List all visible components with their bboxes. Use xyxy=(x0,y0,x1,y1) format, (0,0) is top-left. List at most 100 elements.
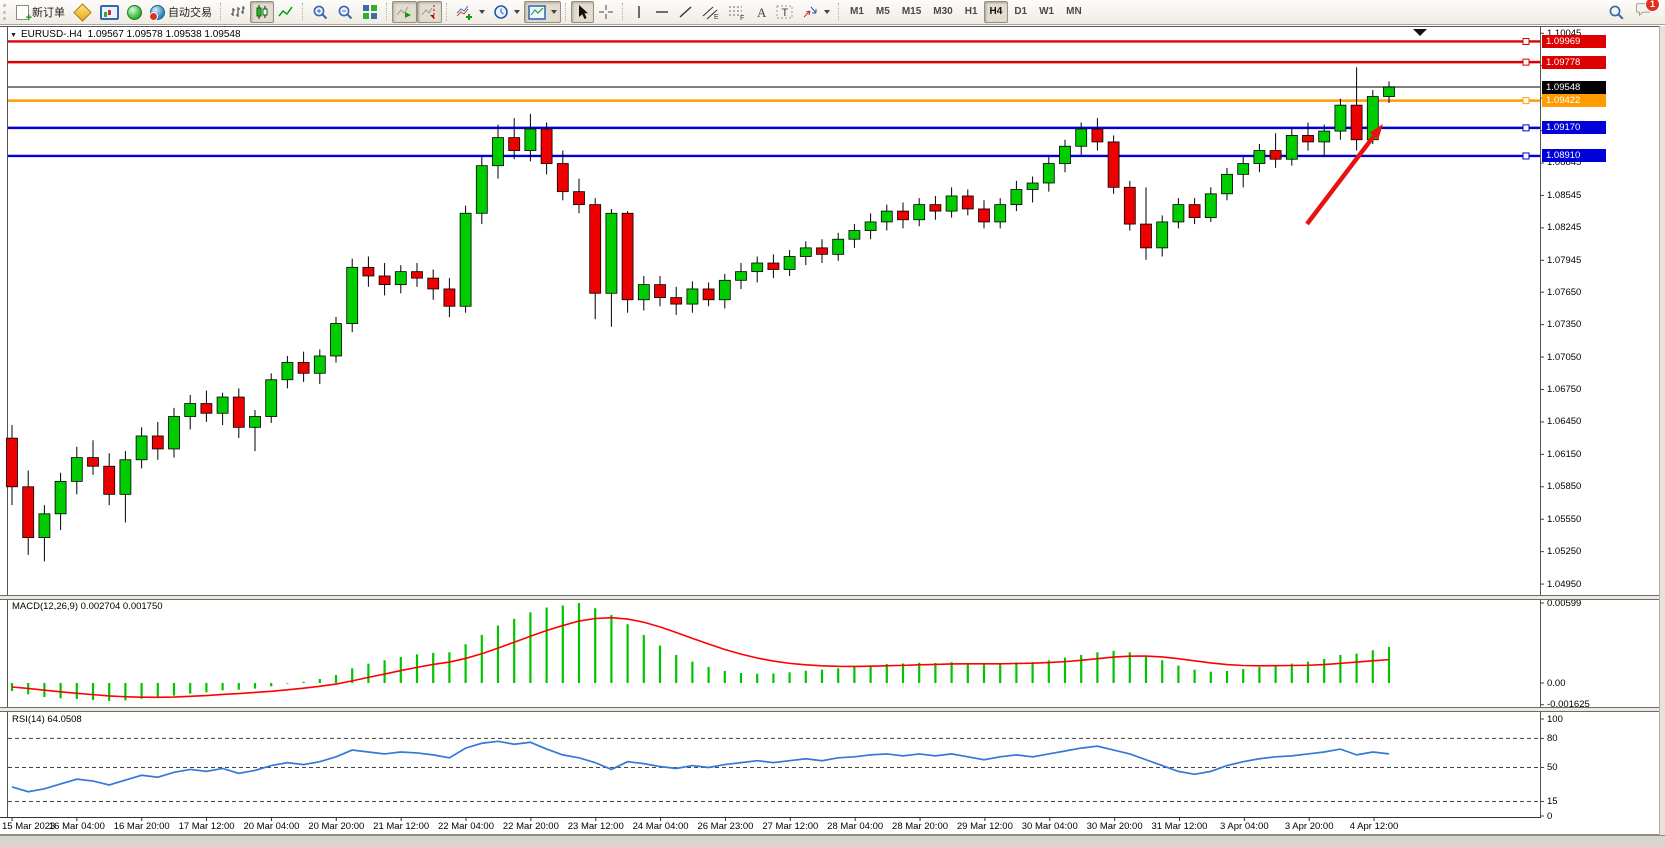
timeframe-d1-button[interactable]: D1 xyxy=(1014,6,1028,17)
text-label-icon: T xyxy=(776,5,793,19)
auto-trading-button[interactable]: 自动交易 xyxy=(146,1,216,23)
rsi-value: 64.0508 xyxy=(47,714,82,725)
auto-scroll-icon xyxy=(396,6,411,18)
auto-trading-label: 自动交易 xyxy=(168,7,212,19)
timeframe-mn-button[interactable]: MN xyxy=(1066,6,1082,17)
text-icon: A xyxy=(757,5,767,20)
macd-pane-header: MACD(12,26,9) 0.002704 0.001750 xyxy=(12,601,163,612)
periods-button[interactable] xyxy=(489,1,524,23)
toolbar-separator xyxy=(302,3,304,21)
chart-shift-icon xyxy=(421,5,435,19)
zoom-in-button[interactable] xyxy=(308,1,333,23)
diamond-icon xyxy=(73,2,92,22)
one-click-trading-toggle-icon[interactable]: ▼ xyxy=(10,32,17,39)
clock-icon xyxy=(494,5,508,19)
trendline-icon xyxy=(679,6,692,18)
timeframe-m30-button[interactable]: M30 xyxy=(933,6,953,17)
charts-button[interactable] xyxy=(96,1,123,23)
svg-text:E: E xyxy=(714,14,719,20)
zoom-out-icon xyxy=(338,5,353,19)
dropdown-caret-icon xyxy=(479,10,485,14)
vertical-line-icon xyxy=(638,6,640,18)
market-watch-button[interactable] xyxy=(69,1,96,23)
window-right-edge xyxy=(1659,26,1665,835)
dropdown-caret-icon xyxy=(551,10,557,14)
toolbar-separator xyxy=(838,3,840,21)
chart-symbol-label: EURUSD-.H4 xyxy=(20,29,83,40)
macd-label: MACD(12,26,9) xyxy=(12,601,78,612)
auto-scroll-button[interactable] xyxy=(392,1,417,23)
timeframe-m15-button[interactable]: M15 xyxy=(901,6,922,17)
chart-ohlc-values: 1.09567 1.09578 1.09538 1.09548 xyxy=(87,29,241,40)
toolbar-separator xyxy=(622,3,624,21)
text-tool-button[interactable]: A xyxy=(750,1,772,23)
candlestick-chart-icon xyxy=(256,5,268,19)
trendline-tool-button[interactable] xyxy=(674,1,698,23)
text-label-tool-button[interactable]: T xyxy=(772,1,798,23)
toolbar-separator xyxy=(446,3,448,21)
search-icon[interactable] xyxy=(1608,4,1625,21)
zoom-in-icon xyxy=(313,5,328,19)
dropdown-caret-icon xyxy=(514,10,520,14)
timeframe-w1-button[interactable]: W1 xyxy=(1039,6,1055,17)
horizontal-line-icon xyxy=(656,11,668,13)
chart-canvas[interactable] xyxy=(0,26,1665,834)
fibonacci-tool-button[interactable]: F xyxy=(724,1,750,23)
bar-chart-button[interactable] xyxy=(226,1,250,23)
arrows-tool-button[interactable] xyxy=(798,1,834,23)
new-order-button[interactable]: 新订单 xyxy=(12,1,69,24)
pane-splitter[interactable] xyxy=(0,707,1665,712)
notifications-button[interactable]: 1 xyxy=(1635,0,1660,23)
toolbar-separator xyxy=(565,3,567,21)
chart-window-icon xyxy=(100,4,119,20)
new-order-icon xyxy=(16,4,32,24)
toolbar-grip[interactable] xyxy=(3,4,9,20)
tile-windows-icon xyxy=(363,5,377,19)
line-chart-icon xyxy=(278,6,293,17)
svg-text:A: A xyxy=(757,5,767,20)
templates-button[interactable] xyxy=(524,1,561,23)
template-icon xyxy=(528,4,546,20)
toolbar-separator xyxy=(220,3,222,21)
timeframe-m1-button[interactable]: M1 xyxy=(850,6,864,17)
timeframe-m5-button[interactable]: M5 xyxy=(875,6,890,17)
equidistant-channel-icon: E xyxy=(702,6,719,20)
window-bottom-edge xyxy=(0,835,1665,847)
chart-shift-button[interactable] xyxy=(417,1,442,23)
indicators-add-icon xyxy=(456,5,472,20)
channel-tool-button[interactable]: E xyxy=(698,1,724,23)
horizontal-line-tool-button[interactable] xyxy=(650,1,674,23)
svg-text:F: F xyxy=(740,15,744,20)
arrow-objects-icon xyxy=(803,6,817,18)
crosshair-icon xyxy=(599,5,613,19)
toolbar-separator xyxy=(386,3,388,21)
pane-splitter[interactable] xyxy=(0,595,1665,600)
crosshair-button[interactable] xyxy=(594,1,618,23)
macd-values: 0.002704 0.001750 xyxy=(80,601,163,612)
main-toolbar: 新订单 自动交易 xyxy=(0,0,1665,25)
dropdown-caret-icon xyxy=(824,10,830,14)
line-chart-button[interactable] xyxy=(274,1,298,23)
timeframe-h1-button[interactable]: H1 xyxy=(964,6,978,17)
tile-windows-button[interactable] xyxy=(358,1,382,23)
fibonacci-icon: F xyxy=(729,6,744,20)
zoom-out-button[interactable] xyxy=(333,1,358,23)
indicators-button[interactable] xyxy=(452,1,489,23)
signals-button[interactable] xyxy=(123,1,146,23)
cursor-icon xyxy=(579,5,588,19)
chart-title: ▼ EURUSD-.H4 1.09567 1.09578 1.09538 1.09… xyxy=(10,29,241,40)
candlestick-chart-button[interactable] xyxy=(250,1,274,23)
vertical-line-tool-button[interactable] xyxy=(628,1,650,23)
autotrade-globe-icon xyxy=(149,4,165,21)
signal-icon xyxy=(127,4,142,20)
svg-text:T: T xyxy=(782,7,789,19)
rsi-pane-header: RSI(14) 64.0508 xyxy=(12,714,82,725)
trend-arrow-annotation xyxy=(1369,124,1383,140)
new-order-label: 新订单 xyxy=(32,7,65,19)
cursor-button[interactable] xyxy=(571,1,594,23)
timeframe-h4-button[interactable]: H4 xyxy=(983,1,1009,23)
notification-badge: 1 xyxy=(1645,0,1660,12)
bar-chart-icon xyxy=(231,6,245,17)
rsi-label: RSI(14) xyxy=(12,714,45,725)
